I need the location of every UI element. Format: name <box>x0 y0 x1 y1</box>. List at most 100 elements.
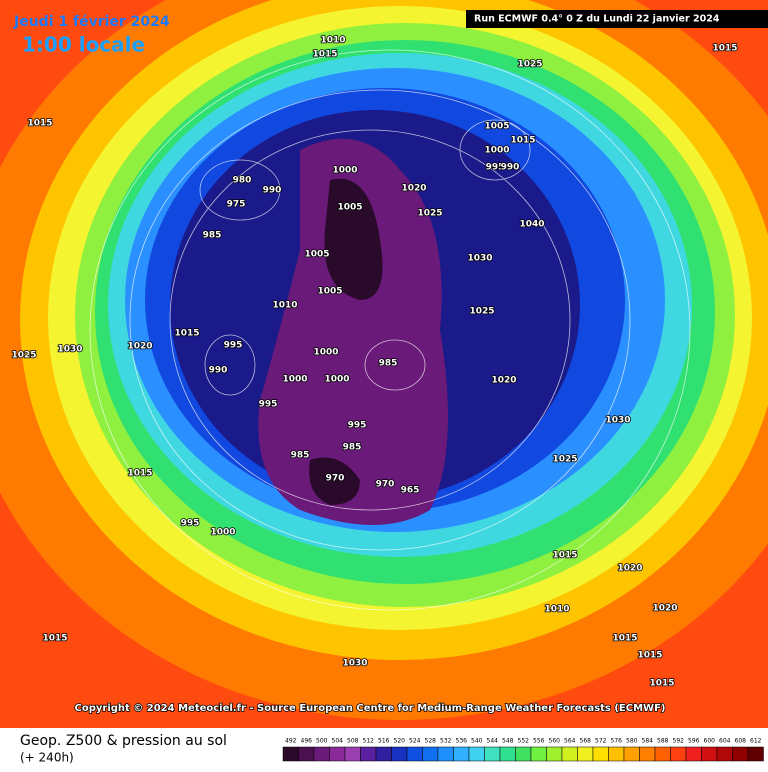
pressure-label: 1015 <box>510 136 535 146</box>
pressure-label: 1025 <box>552 455 577 465</box>
scale-swatch <box>484 746 501 762</box>
scale-label: 560 <box>549 738 561 745</box>
geopotential-field <box>0 0 768 720</box>
scale-label: 572 <box>595 738 607 745</box>
scale-label: 516 <box>378 738 390 745</box>
scale-swatch <box>639 746 656 762</box>
scale-label: 520 <box>394 738 406 745</box>
pressure-label: 1015 <box>127 469 152 479</box>
scale-label: 548 <box>502 738 514 745</box>
pressure-label: 995 <box>181 519 200 529</box>
scale-label: 532 <box>440 738 452 745</box>
pressure-label: 1030 <box>342 659 367 669</box>
isobars <box>89 49 691 611</box>
scale-swatch <box>670 746 687 762</box>
scale-label: 536 <box>456 738 468 745</box>
scale-label: 528 <box>425 738 437 745</box>
copyright: Copyright © 2024 Meteociel.fr - Source E… <box>75 703 666 714</box>
pressure-label: 995 <box>224 341 243 351</box>
scale-label: 500 <box>316 738 328 745</box>
pressure-label: 985 <box>379 359 398 369</box>
scale-swatch <box>608 746 625 762</box>
scale-swatch <box>515 746 532 762</box>
pressure-label: 1015 <box>649 679 674 689</box>
scale-swatch <box>577 746 594 762</box>
scale-label: 576 <box>611 738 623 745</box>
scale-label: 492 <box>285 738 297 745</box>
pressure-label: 1015 <box>42 634 67 644</box>
date: Jeudi 1 février 2024 <box>13 14 170 30</box>
pressure-label: 1000 <box>484 146 509 156</box>
scale-label: 568 <box>580 738 592 745</box>
scale-label: 512 <box>363 738 375 745</box>
pressure-label: 990 <box>501 163 520 173</box>
pressure-label: 980 <box>233 176 252 186</box>
pressure-label: 1040 <box>519 220 544 230</box>
scale-swatch <box>375 746 392 762</box>
scale-label: 592 <box>673 738 685 745</box>
time: 1:00 locale <box>22 33 145 57</box>
pressure-label: 965 <box>401 486 420 496</box>
pressure-label: 1010 <box>320 36 345 46</box>
pressure-label: 1000 <box>324 375 349 385</box>
scale-swatch <box>716 746 733 762</box>
pressure-label: 990 <box>263 186 282 196</box>
scale-label: 584 <box>642 738 654 745</box>
scale-label: 544 <box>487 738 499 745</box>
scale-label: 504 <box>332 738 344 745</box>
pressure-label: 985 <box>343 443 362 453</box>
pressure-label: 1015 <box>712 44 737 54</box>
pressure-label: 1015 <box>552 551 577 561</box>
pressure-label: 1005 <box>317 287 342 297</box>
pressure-label: 1000 <box>210 528 235 538</box>
pressure-label: 985 <box>291 451 310 461</box>
pressure-label: 975 <box>227 200 246 210</box>
scale-label: 496 <box>301 738 313 745</box>
scale-swatch <box>654 746 671 762</box>
scale-label: 580 <box>626 738 638 745</box>
scale-swatch <box>623 746 640 762</box>
scale-label: 600 <box>704 738 716 745</box>
color-scale: 492 496 500 504 508 512 516 520 524 528 532 536 540 5… <box>282 738 764 762</box>
footer-title: Geop. Z500 & pression au sol <box>20 733 227 749</box>
pressure-label: 1015 <box>637 651 662 661</box>
pressure-label: 995 <box>259 400 278 410</box>
pressure-label: 1000 <box>332 166 357 176</box>
scale-swatch <box>313 746 330 762</box>
scale-label: 540 <box>471 738 483 745</box>
scale-swatch <box>468 746 485 762</box>
scale-swatch <box>406 746 423 762</box>
pressure-label: 970 <box>376 480 395 490</box>
scale-swatch <box>530 746 547 762</box>
pressure-label: 1015 <box>27 119 52 129</box>
scale-swatch <box>685 746 702 762</box>
pressure-label: 1020 <box>617 564 642 574</box>
pressure-label: 1010 <box>272 301 297 311</box>
scale-swatch <box>298 746 315 762</box>
pressure-label: 1010 <box>544 605 569 615</box>
pressure-label: 1020 <box>491 376 516 386</box>
pressure-label: 1015 <box>312 50 337 60</box>
pressure-label: 1030 <box>605 416 630 426</box>
pressure-label: 1025 <box>469 307 494 317</box>
pressure-label: 1020 <box>127 342 152 352</box>
pressure-label: 1030 <box>57 345 82 355</box>
scale-swatch <box>747 746 764 762</box>
scale-swatch <box>499 746 516 762</box>
pressure-label: 1005 <box>484 122 509 132</box>
scale-label: 588 <box>657 738 669 745</box>
scale-swatch <box>701 746 718 762</box>
pressure-label: 1005 <box>304 250 329 260</box>
pressure-label: 995 <box>348 421 367 431</box>
scale-swatch <box>546 746 563 762</box>
scale-label: 612 <box>750 738 762 745</box>
scale-swatch <box>329 746 346 762</box>
pressure-label: 970 <box>326 474 345 484</box>
pressure-label: 985 <box>203 231 222 241</box>
run-box <box>466 10 768 28</box>
scale-label: 564 <box>564 738 576 745</box>
scale-swatch <box>344 746 361 762</box>
pressure-label: 1000 <box>313 348 338 358</box>
scale-swatch <box>282 746 299 762</box>
